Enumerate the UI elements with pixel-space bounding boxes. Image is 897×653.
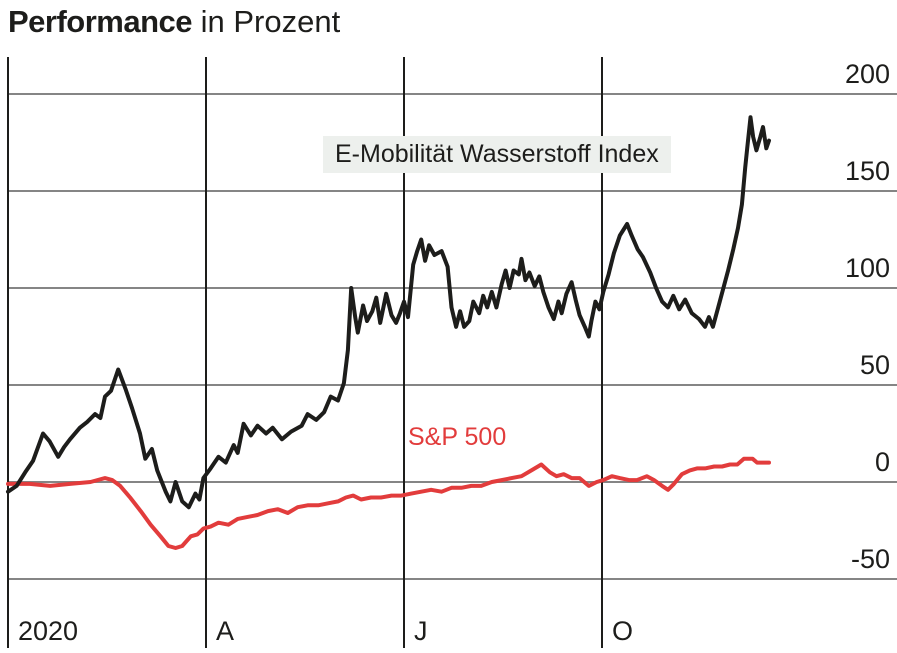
y-tick-label-0: 0 (874, 447, 890, 477)
x-tick-label-J: J (414, 616, 428, 646)
y-tick-label-50: 50 (859, 350, 890, 380)
y-tick-label-150: 150 (844, 156, 890, 186)
y-tick-label-100: 100 (844, 253, 890, 283)
sp500-series-label: S&P 500 (408, 423, 507, 451)
y-tick-label-200: 200 (844, 59, 890, 89)
x-tick-label-2020: 2020 (18, 616, 79, 646)
sp500-line (6, 456, 771, 550)
chart-title-bold: Performance (8, 4, 193, 39)
index-series-label: E-Mobilität Wasserstoff Index (323, 136, 671, 173)
x-tick-label-O: O (612, 616, 634, 646)
chart-title: Performance in Prozent (8, 2, 340, 42)
chart-title-subtitle: in Prozent (192, 4, 341, 39)
y-tick-label--50: -50 (850, 544, 890, 574)
x-tick-label-A: A (216, 616, 235, 646)
index-line (6, 115, 771, 510)
